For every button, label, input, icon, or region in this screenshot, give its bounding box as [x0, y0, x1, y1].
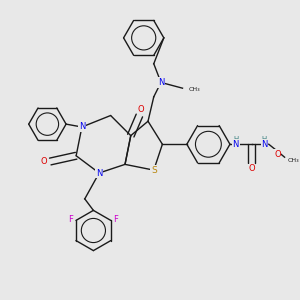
- Text: H: H: [262, 136, 267, 142]
- Text: N: N: [261, 140, 268, 149]
- Text: N: N: [96, 169, 102, 178]
- Text: N: N: [79, 122, 85, 131]
- Text: O: O: [274, 150, 281, 159]
- Text: O: O: [137, 105, 144, 114]
- Text: CH₃: CH₃: [287, 158, 299, 163]
- Text: O: O: [248, 164, 255, 173]
- Text: F: F: [114, 214, 118, 224]
- Text: N: N: [158, 78, 164, 87]
- Text: O: O: [40, 157, 47, 166]
- Text: CH₃: CH₃: [188, 87, 200, 92]
- Text: N: N: [232, 140, 239, 149]
- Text: S: S: [151, 166, 157, 175]
- Text: H: H: [233, 136, 238, 142]
- Text: F: F: [68, 214, 73, 224]
